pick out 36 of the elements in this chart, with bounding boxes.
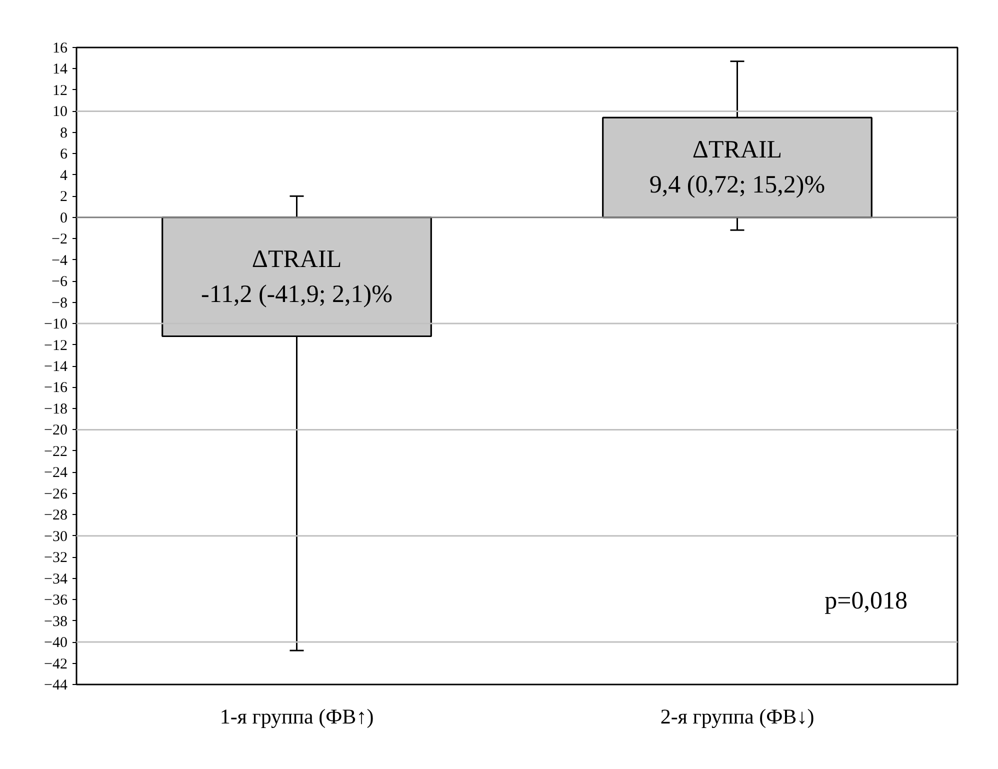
y-tick-label: −36: [44, 592, 68, 609]
y-tick-label: −26: [44, 486, 68, 502]
y-tick-label: −30: [44, 528, 68, 545]
y-tick-label: 14: [52, 62, 68, 78]
y-tick-label: −10: [44, 316, 68, 333]
y-tick-label: −16: [44, 380, 68, 396]
y-tick-label: 12: [52, 82, 68, 99]
y-tick-label: −8: [52, 295, 68, 312]
annotation: p=0,018: [824, 588, 908, 614]
y-tick-label: −38: [44, 614, 68, 630]
y-tick-label: 0: [60, 210, 68, 226]
y-tick-label: −20: [44, 422, 68, 439]
y-tick-label: 16: [52, 40, 68, 56]
y-tick-label: −4: [52, 252, 68, 269]
y-tick-label: −44: [44, 678, 68, 694]
y-tick-label: −18: [44, 401, 68, 418]
y-tick-label: −14: [44, 359, 68, 375]
y-tick-label: 4: [60, 168, 68, 184]
y-tick-label: 10: [52, 104, 68, 120]
y-tick-label: −32: [44, 550, 68, 566]
y-tick-label: −34: [44, 571, 68, 588]
y-tick-label: −42: [44, 656, 68, 672]
y-tick-label: −22: [44, 444, 68, 460]
y-tick-label: −2: [52, 232, 68, 248]
y-tick-label: 2: [60, 189, 68, 206]
data-label: ΔTRAIL -11,2 (-41,9; 2,1)%: [201, 246, 392, 308]
y-tick-label: 6: [60, 146, 68, 163]
y-tick-label: −40: [44, 635, 68, 652]
x-tick-label: 2-я группа (ФВ↓): [660, 704, 814, 728]
x-tick-label: 1-я группа (ФВ↑): [220, 704, 374, 728]
data-label: ΔTRAIL 9,4 (0,72; 15,2)%: [649, 136, 826, 199]
y-tick-label: −6: [52, 274, 68, 290]
y-tick-label: −12: [44, 338, 68, 354]
y-tick-label: −24: [44, 465, 68, 482]
y-tick-label: −28: [44, 508, 68, 524]
y-tick-label: 8: [60, 125, 68, 142]
